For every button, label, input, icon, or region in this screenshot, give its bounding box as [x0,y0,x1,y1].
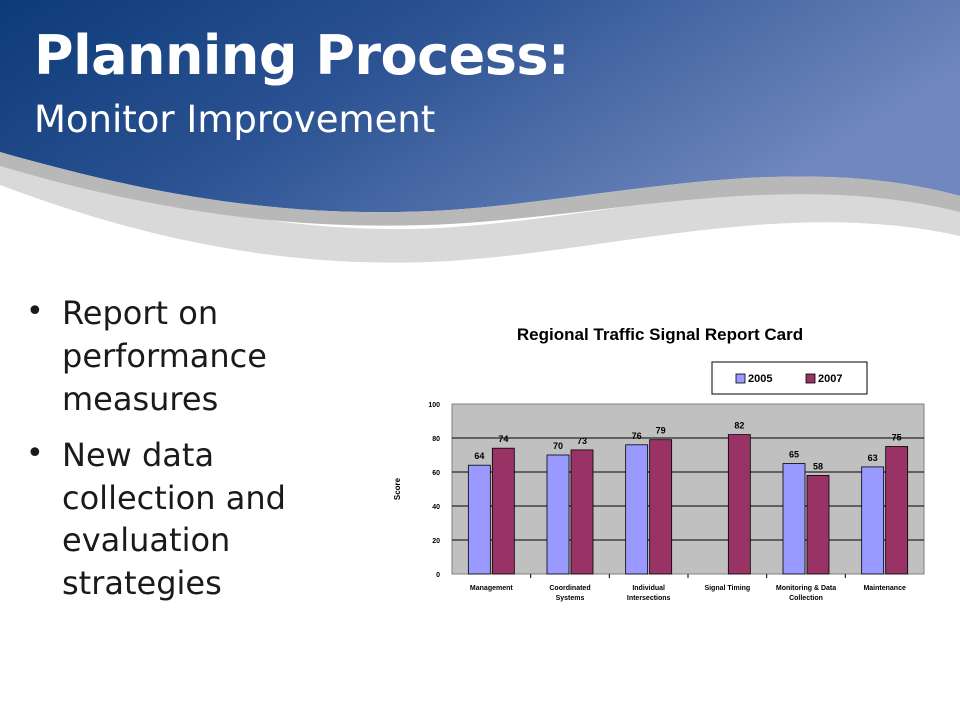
bar-2007 [570,449,594,575]
slide-title: Planning Process: [34,24,570,87]
bar-2007 [727,434,751,575]
chart-svg: Regional Traffic Signal Report Card 0 20 40… [393,325,925,602]
slide-subtitle: Monitor Improvement [34,98,436,141]
bar-2007 [885,446,909,575]
data-label: 63 [868,453,878,463]
bullet-text: New data collection and evaluation strat… [62,435,286,603]
header-banner [0,0,960,263]
banner-shadow-swoosh [0,150,960,263]
x-tick-label: Management [470,585,513,592]
bullet-dot-icon: • [26,435,44,471]
y-tick-label: 60 [432,470,440,477]
data-label: 79 [656,426,666,436]
banner-blue-shape [0,0,960,213]
bullet-text: Report on performance measures [62,294,267,418]
bar-2005 [861,466,885,575]
y-tick-label: 80 [432,436,440,443]
data-label: 73 [577,436,587,446]
bar-2007 [806,474,830,575]
bar-2007 [649,439,673,575]
y-tick-label: 40 [432,504,440,511]
legend-label: 2005 [748,373,772,385]
data-label: 58 [813,461,823,471]
data-label: 75 [892,433,902,443]
banner-gray-edge [0,152,960,226]
x-tick-label: Coordinated Systems [549,585,590,602]
legend-swatch-2005 [735,373,746,384]
bullet-dot-icon: • [26,294,44,329]
data-label: 70 [553,441,563,451]
bullet-item: • New data collection and evaluation str… [26,434,366,606]
data-label: 65 [789,450,799,460]
data-label: 76 [632,431,642,441]
bullet-list: • Report on performance measures • New d… [26,292,366,618]
x-tick-label: Individual Intersections [627,585,671,602]
bar-2005 [782,463,806,575]
bar-2007 [491,447,515,575]
data-label: 74 [498,434,508,444]
chart-title: Regional Traffic Signal Report Card [517,325,803,344]
x-tick-label: Signal Timing [704,585,750,592]
y-tick-label: 0 [436,572,440,579]
data-label: 82 [734,421,744,431]
y-axis-label: Score [393,477,402,500]
x-tick-label: Maintenance [863,585,906,592]
legend-swatch-2007 [805,373,816,384]
y-tick-label: 20 [432,538,440,545]
data-label: 64 [474,451,484,461]
bar-2005 [467,464,491,575]
legend-box [711,361,868,395]
report-card-chart: Regional Traffic Signal Report Card 0 20 40… [380,312,940,612]
x-tick-label: Monitoring & Data Collection [776,585,836,602]
plot-area [451,403,925,575]
bullet-item: • Report on performance measures [26,292,366,421]
bar-2005 [625,444,649,575]
legend-label: 2007 [818,373,842,385]
y-tick-label: 100 [428,402,440,409]
bar-2005 [546,454,570,575]
